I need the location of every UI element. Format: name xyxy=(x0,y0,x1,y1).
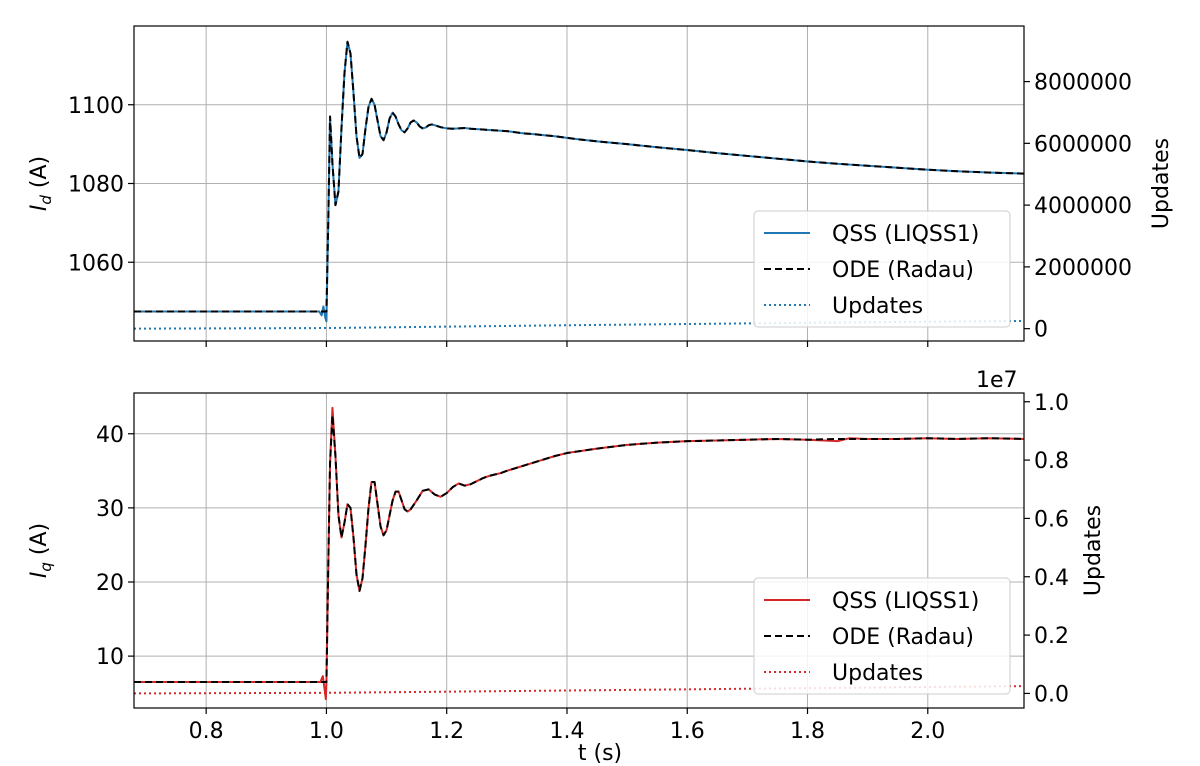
y2-axis-label: Updates xyxy=(1149,138,1174,229)
top-panel-id: 1060 1080 1100 0 2000000 4000000 6000000 800000… xyxy=(27,25,1174,347)
y-axis-label-symbol: I xyxy=(27,572,52,579)
series-line-ode-radau xyxy=(134,414,1024,684)
series-group xyxy=(134,406,1024,701)
x-tick-label: 1.8 xyxy=(790,719,825,744)
x-tick-label: 0.8 xyxy=(189,719,224,744)
y-axis-label-unit: (A) xyxy=(27,523,52,562)
y2-tick-label: 0.2 xyxy=(1034,624,1069,649)
x-tick-label: 1.6 xyxy=(670,719,705,744)
y2-tick-label: 1.0 xyxy=(1034,391,1069,416)
y-axis-label-unit: (A) xyxy=(27,156,52,195)
y-tick-label: 40 xyxy=(96,423,124,448)
y2-tick-label: 0.4 xyxy=(1034,566,1069,591)
y2-tick-label: 0.6 xyxy=(1034,507,1069,532)
legend: QSS (LIQSS1) ODE (Radau) Updates xyxy=(753,577,1011,695)
legend: QSS (LIQSS1) ODE (Radau) Updates xyxy=(753,210,1011,328)
shared-x-axis-label: t (s) xyxy=(578,741,622,766)
axes-frame xyxy=(133,392,1025,709)
legend-box xyxy=(753,210,1011,328)
y-tick-label: 1100 xyxy=(68,94,124,119)
y-tick-label: 1060 xyxy=(68,251,124,276)
legend-label: Updates xyxy=(832,294,923,319)
y2-tick-label: 0.8 xyxy=(1034,449,1069,474)
y-axis-label: Id (A) xyxy=(27,156,55,211)
y-axis-label-subscript: q xyxy=(37,562,55,572)
y2-axis-label: Updates xyxy=(1081,505,1106,596)
x-tick-label: 2.0 xyxy=(910,719,945,744)
x-tick-label: 1.0 xyxy=(309,719,344,744)
legend-label: QSS (LIQSS1) xyxy=(832,222,979,247)
y-axis-label-subscript: d xyxy=(37,195,55,205)
x-tick-label: 1.2 xyxy=(429,719,464,744)
y-tick-label: 30 xyxy=(96,497,124,522)
y2-tick-label: 8000000 xyxy=(1034,71,1132,96)
legend-label: ODE (Radau) xyxy=(832,625,974,650)
y-tick-label: 20 xyxy=(96,571,124,596)
y2-tick-label: 0.0 xyxy=(1034,682,1069,707)
y2-tick-label: 6000000 xyxy=(1034,132,1132,157)
x-tick-label: 1.4 xyxy=(549,719,584,744)
y2-tick-label: 4000000 xyxy=(1034,194,1132,219)
y-axis-label-symbol: I xyxy=(27,205,52,212)
y2-tick-label: 2000000 xyxy=(1034,256,1132,281)
y-axis-label: Iq (A) xyxy=(27,523,55,578)
y2-offset-label: 1e7 xyxy=(976,368,1018,393)
y2-tick-label: 0 xyxy=(1034,318,1048,343)
y-tick-label: 1080 xyxy=(68,173,124,198)
legend-box xyxy=(753,577,1011,695)
series-group xyxy=(134,40,1024,330)
legend-label: ODE (Radau) xyxy=(832,258,974,283)
legend-label: Updates xyxy=(832,661,923,686)
legend-label: QSS (LIQSS1) xyxy=(832,589,979,614)
bottom-panel-iq: 0.8 1.0 1.2 1.4 1.6 1.8 2.0 10 20 30 40 0.0 0.2 0.4 0.… xyxy=(27,368,1106,744)
y-tick-label: 10 xyxy=(96,645,124,670)
series-line-ode-radau xyxy=(134,40,1024,313)
